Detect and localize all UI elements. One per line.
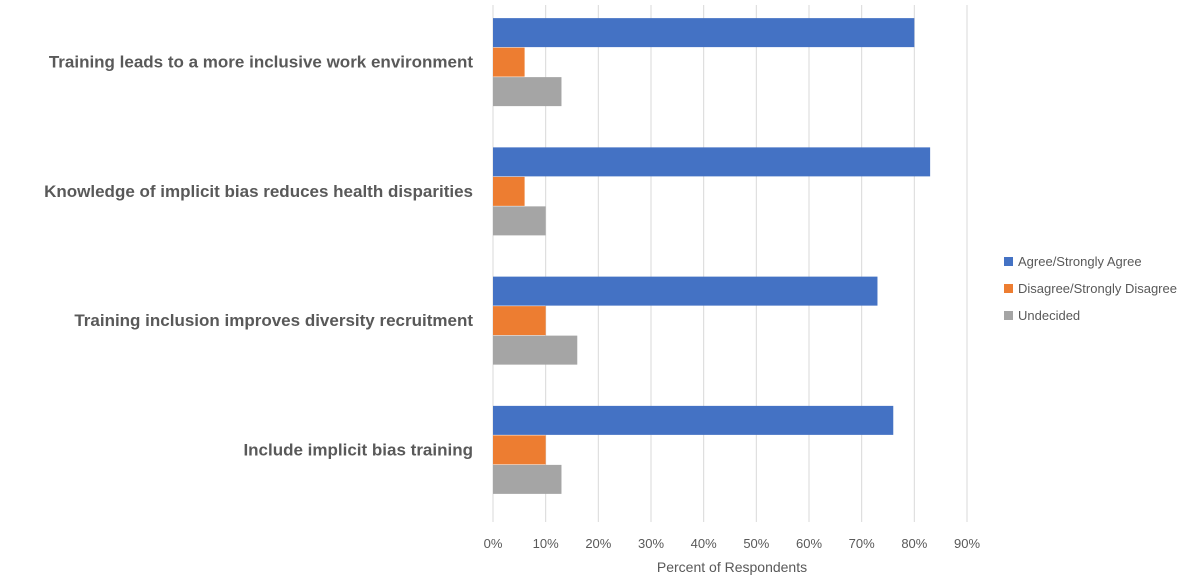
legend-swatch	[1004, 257, 1013, 266]
bar-undecided-4	[493, 464, 562, 494]
category-label: Include implicit bias training	[243, 440, 473, 459]
x-tick-label: 90%	[954, 536, 980, 551]
bar-agree-strongly-agree-1	[493, 18, 915, 48]
x-tick-label: 50%	[743, 536, 769, 551]
category-label: Knowledge of implicit bias reduces healt…	[44, 182, 473, 201]
x-tick-label: 80%	[901, 536, 927, 551]
category-label: Training inclusion improves diversity re…	[74, 311, 473, 330]
x-tick-labels: 0% 10% 20% 30% 40% 50% 60% 70% 80% 90%	[484, 536, 981, 551]
x-tick-label: 30%	[638, 536, 664, 551]
x-tick-label: 60%	[796, 536, 822, 551]
x-tick-label: 20%	[585, 536, 611, 551]
bar-agree-strongly-agree-2	[493, 147, 931, 177]
x-tick-label: 40%	[691, 536, 717, 551]
bars	[493, 18, 931, 494]
category-label: Training leads to a more inclusive work …	[49, 53, 474, 72]
gridlines	[492, 5, 968, 522]
bar-undecided-2	[493, 206, 546, 236]
bar-undecided-1	[493, 77, 562, 107]
bar-disagree-strongly-disagree-2	[493, 176, 525, 206]
bar-disagree-strongly-disagree-3	[493, 306, 546, 336]
legend: Agree/Strongly Agree Disagree/Strongly Di…	[1004, 254, 1177, 323]
bar-disagree-strongly-disagree-4	[493, 435, 546, 465]
bar-agree-strongly-agree-4	[493, 405, 894, 435]
legend-label: Agree/Strongly Agree	[1018, 254, 1142, 269]
category-labels: Training leads to a more inclusive work …	[44, 53, 473, 460]
legend-swatch	[1004, 284, 1013, 293]
x-tick-label: 0%	[484, 536, 503, 551]
x-tick-label: 10%	[533, 536, 559, 551]
x-axis-title: Percent of Respondents	[657, 559, 807, 575]
bar-agree-strongly-agree-3	[493, 276, 878, 306]
legend-label: Disagree/Strongly Disagree	[1018, 281, 1177, 296]
legend-swatch	[1004, 311, 1013, 320]
bar-undecided-3	[493, 335, 578, 365]
legend-label: Undecided	[1018, 308, 1080, 323]
bar-disagree-strongly-disagree-1	[493, 47, 525, 77]
x-tick-label: 70%	[849, 536, 875, 551]
